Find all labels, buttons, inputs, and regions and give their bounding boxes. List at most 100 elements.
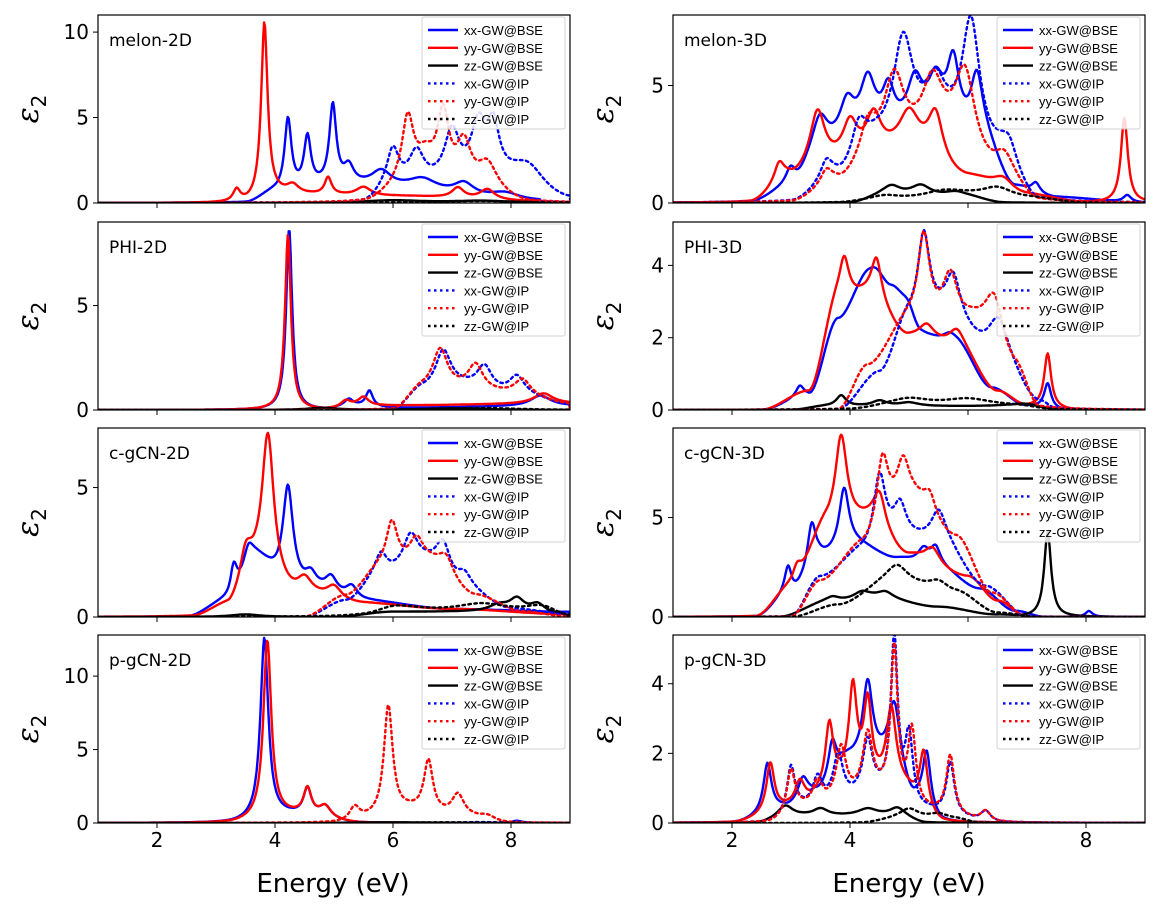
legend-box (996, 636, 1141, 750)
panel-title: c-gCN-2D (109, 444, 190, 464)
legend-label: zz-GW@BSE (464, 266, 543, 281)
legend-label: xx-GW@IP (1039, 76, 1104, 91)
legend-label: xx-GW@BSE (464, 230, 543, 245)
legend-box (421, 223, 566, 337)
panel-melon-2D: 0 5 10 ε2 melon-2D xx-GW@BSE yy-GW@BSE zz-GW@BS… (11, 14, 571, 215)
legend-box (421, 636, 566, 750)
legend-label: xx-GW@IP (1039, 283, 1104, 298)
legend: xx-GW@BSE yy-GW@BSE zz-GW@BSE xx-GW@IP yy-GW… (996, 223, 1141, 337)
legend-label: zz-GW@BSE (1039, 266, 1118, 281)
y-tick-label: 5 (651, 74, 664, 98)
y-tick-label: 2 (651, 326, 664, 350)
y-tick-label: 2 (651, 741, 664, 765)
panel-title: melon-2D (109, 31, 192, 51)
y-tick-label: 0 (651, 605, 664, 629)
legend-label: yy-GW@IP (1039, 94, 1104, 109)
legend-label: zz-GW@BSE (1039, 472, 1118, 487)
legend-label: zz-GW@BSE (1039, 679, 1118, 694)
series-group (98, 431, 570, 617)
legend-label: xx-GW@IP (464, 283, 529, 298)
panel-title: p-gCN-2D (109, 651, 191, 671)
x-tick-label: 4 (844, 828, 857, 852)
legend-label: zz-GW@IP (1039, 112, 1104, 127)
x-tick-label: 2 (726, 828, 739, 852)
legend-label: zz-GW@BSE (1039, 59, 1118, 74)
legend: xx-GW@BSE yy-GW@BSE zz-GW@BSE xx-GW@IP yy-GW… (996, 429, 1141, 543)
y-axis-label-sub: 2 (602, 95, 626, 108)
x-tick-label: 6 (962, 828, 975, 852)
legend: xx-GW@BSE yy-GW@BSE zz-GW@BSE xx-GW@IP yy-GW… (421, 223, 566, 337)
legend-label: zz-GW@IP (464, 319, 529, 334)
legend: xx-GW@BSE yy-GW@BSE zz-GW@BSE xx-GW@IP yy-GW… (996, 16, 1141, 130)
panel-p-gCN-3D: 2 4 6 8 0 2 4 ε2 p-gCN-3D xx-GW@BSE yy-GW@BSE zz-GW… (586, 634, 1146, 852)
legend-label: xx-GW@BSE (464, 436, 543, 451)
legend-label: yy-GW@IP (1039, 301, 1104, 316)
series-line-zz-GW@IP (673, 563, 1145, 617)
legend-label: yy-GW@BSE (1039, 454, 1118, 469)
legend-label: zz-GW@BSE (464, 679, 543, 694)
y-axis-label: ε2 (11, 302, 51, 331)
legend-label: xx-GW@IP (464, 76, 529, 91)
legend-label: xx-GW@IP (1039, 489, 1104, 504)
panel-PHI-2D: 05ε2PHI-2Dxx-GW@BSEyy-GW@BSEzz-GW@BSExx-… (11, 221, 571, 422)
legend-label: zz-GW@IP (464, 525, 529, 540)
x-tick-label: 2 (151, 828, 164, 852)
legend-label: xx-GW@BSE (1039, 643, 1118, 658)
legend-label: yy-GW@IP (464, 301, 529, 316)
panel-title: p-gCN-3D (684, 651, 766, 671)
y-tick-label: 10 (64, 20, 89, 44)
legend-label: yy-GW@BSE (464, 661, 543, 676)
legend-box (996, 16, 1141, 130)
y-tick-label: 10 (64, 664, 89, 688)
legend: xx-GW@BSE yy-GW@BSE zz-GW@BSE xx-GW@IP yy-GW… (996, 636, 1141, 750)
panel-title: c-gCN-3D (684, 444, 765, 464)
plot-frame (97, 634, 571, 824)
panel-PHI-3D: 024ε2PHI-3Dxx-GW@BSEyy-GW@BSEzz-GW@BSExx… (586, 221, 1146, 422)
legend-label: xx-GW@BSE (1039, 230, 1118, 245)
y-tick-label: 5 (76, 476, 89, 500)
y-tick-label: 5 (76, 294, 89, 318)
legend-box (421, 16, 566, 130)
x-tick-label: 8 (1080, 828, 1093, 852)
y-tick-label: 0 (651, 811, 664, 835)
panel-title: melon-3D (684, 31, 767, 51)
y-tick-label: 4 (651, 253, 664, 277)
plot-frame (97, 221, 571, 411)
y-tick-label: 0 (76, 398, 89, 422)
y-tick-label: 5 (76, 738, 89, 762)
legend-label: yy-GW@IP (1039, 507, 1104, 522)
legend-box (996, 223, 1141, 337)
panel-title: PHI-3D (684, 238, 742, 258)
legend-label: zz-GW@IP (1039, 732, 1104, 747)
legend-label: zz-GW@BSE (464, 59, 543, 74)
plot-frame (97, 427, 571, 618)
x-axis-label-right: Energy (eV) (832, 869, 985, 899)
legend-label: xx-GW@BSE (464, 643, 543, 658)
legend-label: yy-GW@BSE (464, 41, 543, 56)
plot-frame (97, 14, 571, 204)
y-axis-label: ε2 (11, 715, 51, 744)
legend-label: zz-GW@IP (1039, 525, 1104, 540)
legend-label: yy-GW@IP (1039, 714, 1104, 729)
series-line-yy-GW@IP (98, 346, 570, 410)
legend-label: xx-GW@IP (464, 489, 529, 504)
x-tick-label: 4 (269, 828, 282, 852)
y-axis-label: ε2 (586, 508, 626, 537)
y-tick-label: 5 (76, 106, 89, 130)
legend-label: zz-GW@IP (464, 112, 529, 127)
panel-c-gCN-3D: 05ε2c-gCN-3Dxx-GW@BSEyy-GW@BSEzz-GW@BSEx… (586, 427, 1146, 629)
x-axis-label-left: Energy (eV) (256, 869, 409, 899)
legend-label: zz-GW@BSE (464, 472, 543, 487)
legend-label: zz-GW@IP (1039, 319, 1104, 334)
legend-label: xx-GW@IP (1039, 696, 1104, 711)
y-axis-label-sub: 2 (602, 508, 626, 521)
y-tick-label: 4 (651, 672, 664, 696)
legend: xx-GW@BSE yy-GW@BSE zz-GW@BSE xx-GW@IP yy-GW… (421, 636, 566, 750)
y-axis-label-sub: 2 (27, 302, 51, 315)
y-axis-label-sub: 2 (27, 715, 51, 728)
legend-label: xx-GW@BSE (1039, 436, 1118, 451)
x-tick-label: 8 (505, 828, 518, 852)
legend-label: yy-GW@IP (464, 94, 529, 109)
y-tick-label: 0 (76, 811, 89, 835)
